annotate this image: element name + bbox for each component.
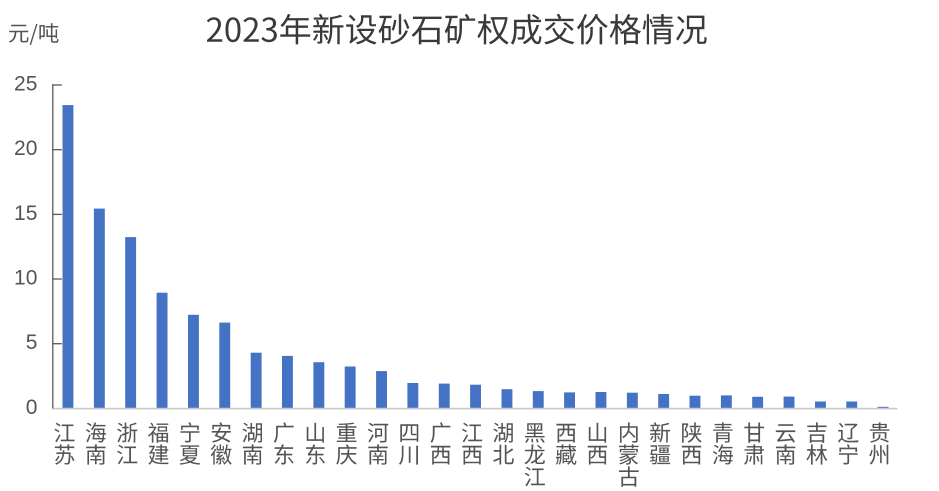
svg-text:0: 0 <box>26 396 38 419</box>
svg-text:10: 10 <box>14 266 37 289</box>
svg-text:5: 5 <box>26 331 38 354</box>
svg-text:15: 15 <box>14 202 37 225</box>
svg-text:25: 25 <box>14 72 37 95</box>
svg-text:20: 20 <box>14 137 37 160</box>
